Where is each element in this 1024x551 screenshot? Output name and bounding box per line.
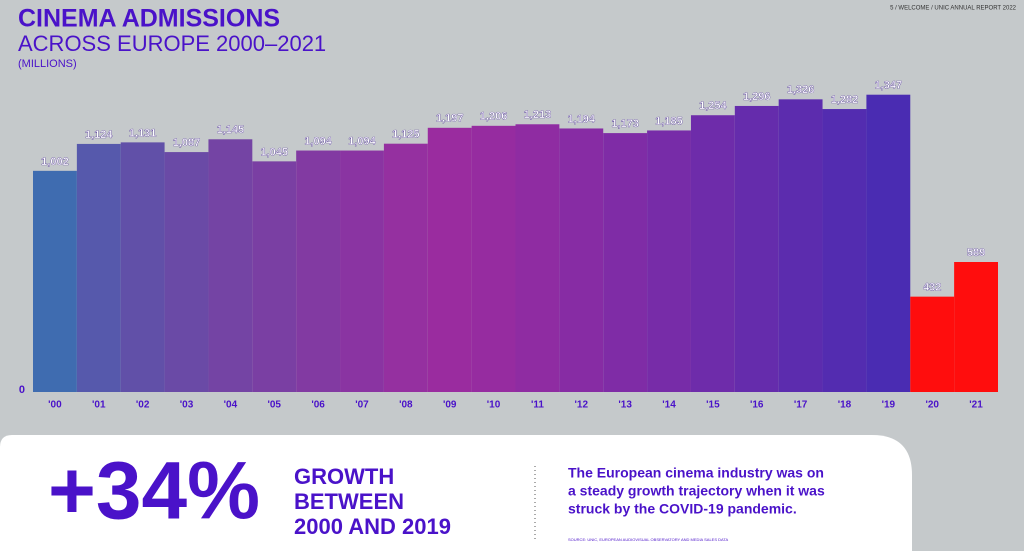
plot: 0 '00 1,002 '01 1,124 '02 1,131 '03 1,087 '04 1,14… (19, 79, 998, 411)
value-label: 1,206 (480, 111, 508, 123)
value-label: 1,282 (831, 94, 859, 106)
bar (76, 143, 121, 392)
x-tick-label: '17 (794, 400, 808, 411)
bar (340, 150, 384, 392)
bar (603, 133, 648, 392)
x-tick-label: '06 (311, 400, 325, 411)
bar (515, 124, 560, 393)
x-tick-label: '04 (224, 400, 238, 411)
x-tick-label: '09 (443, 400, 457, 411)
bar (690, 115, 735, 392)
x-tick-label: '16 (750, 400, 764, 411)
x-tick-label: '08 (399, 400, 413, 411)
value-label: 1,002 (41, 156, 69, 168)
value-label: 1,185 (655, 115, 683, 127)
x-tick-label: '11 (531, 400, 544, 411)
page-ref: 5 / WELCOME / UNIC ANNUAL REPORT 2022 (890, 6, 1017, 12)
bar (208, 139, 253, 392)
bar (778, 99, 823, 392)
bar (866, 94, 911, 392)
x-tick-label: '07 (355, 400, 369, 411)
bar (910, 296, 955, 392)
value-label: 1,125 (392, 129, 420, 141)
bar (383, 143, 428, 392)
bar (252, 161, 297, 392)
bar (471, 125, 516, 392)
stat-label: BETWEEN (294, 489, 404, 514)
x-tick-label: '14 (662, 400, 676, 411)
bar (296, 150, 341, 392)
value-label: 1,197 (436, 113, 464, 125)
value-label: 1,347 (875, 80, 903, 92)
value-label: 1,213 (524, 109, 552, 121)
callout-panel (0, 435, 912, 551)
x-tick-label: '13 (618, 400, 632, 411)
value-label: 1,045 (260, 146, 288, 158)
bar (427, 127, 472, 393)
bar (164, 152, 209, 392)
stat-label: GROWTH (294, 464, 394, 489)
stat-label: 2000 AND 2019 (294, 514, 451, 539)
value-label: 1,296 (743, 91, 771, 103)
x-tick-label: '19 (882, 400, 896, 411)
source: SOURCE: UNIC, EUROPEAN AUDIOVISUAL OBSER… (568, 537, 729, 542)
body-text: struck by the COVID-19 pandemic. (568, 501, 797, 517)
x-tick-label: '20 (925, 400, 939, 411)
value-label: 1,124 (85, 129, 113, 141)
y-tick-label: 0 (19, 384, 25, 396)
value-label: 1,254 (699, 100, 727, 112)
x-tick-label: '10 (487, 400, 501, 411)
bar (734, 105, 779, 392)
value-label: 589 (967, 247, 985, 259)
bar (559, 128, 604, 392)
x-tick-label: '15 (706, 400, 720, 411)
unit-label: (MILLIONS) (18, 58, 77, 70)
x-tick-label: '00 (48, 400, 62, 411)
bar (822, 109, 867, 393)
chart-title: CINEMA ADMISSIONS (18, 5, 280, 33)
x-tick-label: '18 (838, 400, 852, 411)
bar (120, 142, 165, 392)
x-tick-label: '03 (180, 400, 194, 411)
x-tick-label: '02 (136, 400, 150, 411)
value-label: 1,087 (173, 137, 201, 149)
value-label: 1,326 (787, 84, 815, 96)
value-label: 432 (923, 282, 941, 294)
value-label: 1,131 (129, 127, 157, 139)
body-text: The European cinema industry was on (568, 465, 824, 481)
bar (33, 170, 77, 392)
x-tick-label: '01 (92, 400, 106, 411)
bar (647, 130, 691, 393)
value-label: 1,173 (611, 118, 639, 130)
chart-subtitle: ACROSS EUROPE 2000–2021 (18, 31, 326, 56)
x-tick-label: '05 (267, 400, 281, 411)
value-label: 1,094 (304, 135, 332, 147)
body-text: a steady growth trajectory when it was (568, 483, 825, 499)
stat: +34% (48, 446, 260, 537)
value-label: 1,094 (348, 135, 376, 147)
value-label: 1,145 (217, 124, 245, 136)
value-label: 1,194 (568, 113, 596, 125)
x-tick-label: '12 (575, 400, 589, 411)
bar (954, 261, 998, 392)
x-tick-label: '21 (969, 400, 983, 411)
